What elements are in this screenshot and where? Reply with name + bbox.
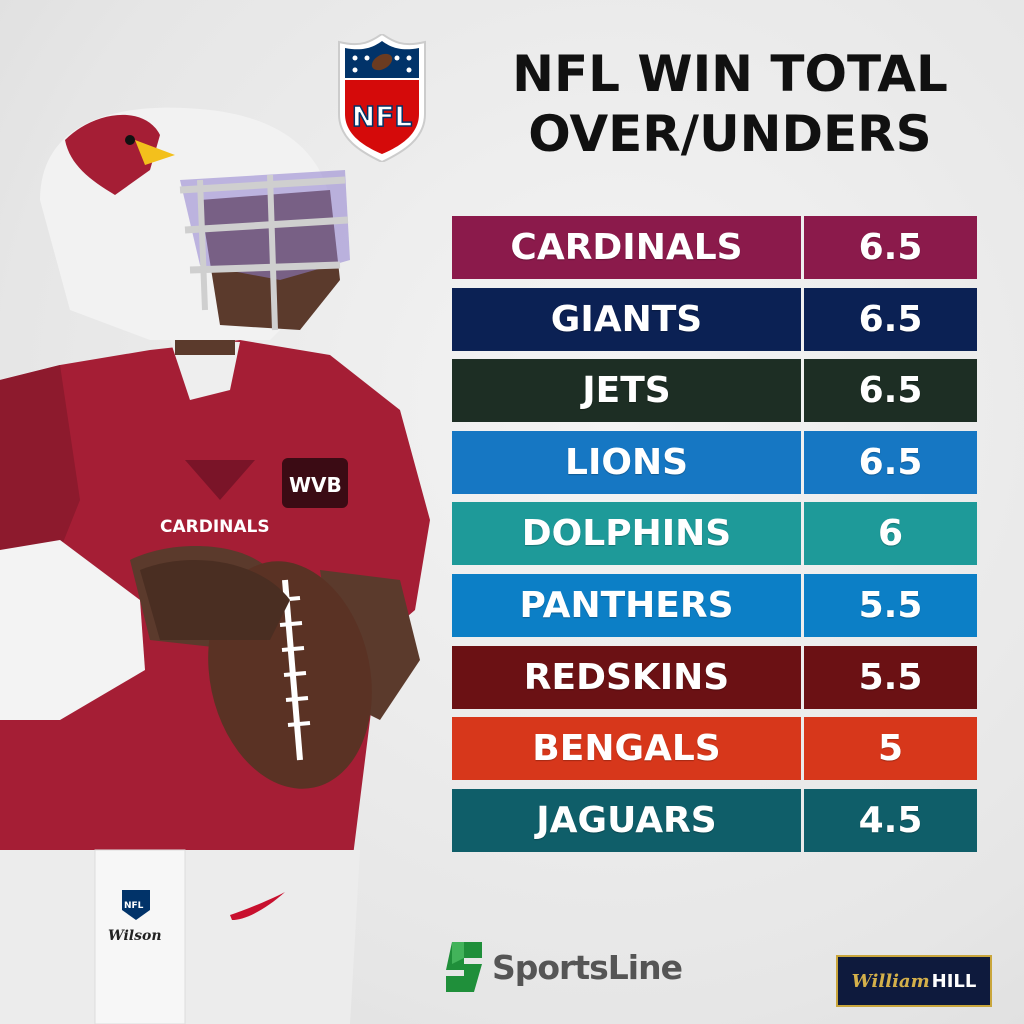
win-total-cell: 6.5 [804, 430, 977, 494]
table-row: REDSKINS 5.5 [452, 645, 977, 709]
table-row: GIANTS 6.5 [452, 287, 977, 351]
page-title: NFL WIN TOTAL OVER/UNDERS [440, 44, 1020, 164]
team-name-cell: JETS [452, 359, 801, 423]
table-row: DOLPHINS 6 [452, 502, 977, 566]
win-total-cell: 5 [804, 717, 977, 781]
table-row: JETS 6.5 [452, 359, 977, 423]
nfl-logo-text: NFL [352, 100, 413, 133]
table-row: LIONS 6.5 [452, 430, 977, 494]
table-row: PANTHERS 5.5 [452, 573, 977, 637]
team-name-cell: PANTHERS [452, 573, 801, 637]
team-name-cell: REDSKINS [452, 645, 801, 709]
jersey-patch-text: WVB [289, 473, 342, 497]
win-total-cell: 4.5 [804, 788, 977, 852]
team-name-cell: CARDINALS [452, 216, 801, 279]
team-name-cell: JAGUARS [452, 788, 801, 852]
nfl-logo: NFL [338, 34, 426, 162]
title-line-2: OVER/UNDERS [528, 105, 932, 163]
william-hill-logo: William HILL [836, 955, 992, 1007]
win-total-cell: 6.5 [804, 287, 977, 351]
swoosh-icon [230, 892, 285, 920]
team-name-cell: BENGALS [452, 717, 801, 781]
glove-brand-text: Wilson [108, 928, 162, 944]
title-line-1: NFL WIN TOTAL [512, 45, 948, 103]
player-photo: CARDINALS WVB NFL Wilson [0, 107, 430, 1024]
william-hill-block: HILL [931, 970, 977, 992]
cardinal-logo-icon [65, 114, 175, 195]
win-total-table: CARDINALS 6.5 GIANTS 6.5 JETS 6.5 LIONS 6.5 DOLP… [452, 216, 977, 860]
sportsline-logo: SportsLine [444, 937, 694, 997]
team-name-cell: DOLPHINS [452, 502, 801, 566]
team-name-cell: LIONS [452, 430, 801, 494]
sportsline-text: SportsLine [492, 947, 683, 987]
win-total-cell: 5.5 [804, 573, 977, 637]
table-row: BENGALS 5 [452, 717, 977, 781]
win-total-cell: 6.5 [804, 359, 977, 423]
table-row: JAGUARS 4.5 [452, 788, 977, 852]
william-hill-script: William [851, 970, 930, 992]
team-name-cell: GIANTS [452, 287, 801, 351]
table-row: CARDINALS 6.5 [452, 216, 977, 279]
win-total-cell: 6.5 [804, 216, 977, 279]
sportsline-mark-icon [446, 942, 482, 992]
win-total-cell: 6 [804, 502, 977, 566]
belt-logo-text: NFL [124, 901, 144, 911]
jersey-team-text: CARDINALS [160, 517, 270, 537]
win-total-cell: 5.5 [804, 645, 977, 709]
